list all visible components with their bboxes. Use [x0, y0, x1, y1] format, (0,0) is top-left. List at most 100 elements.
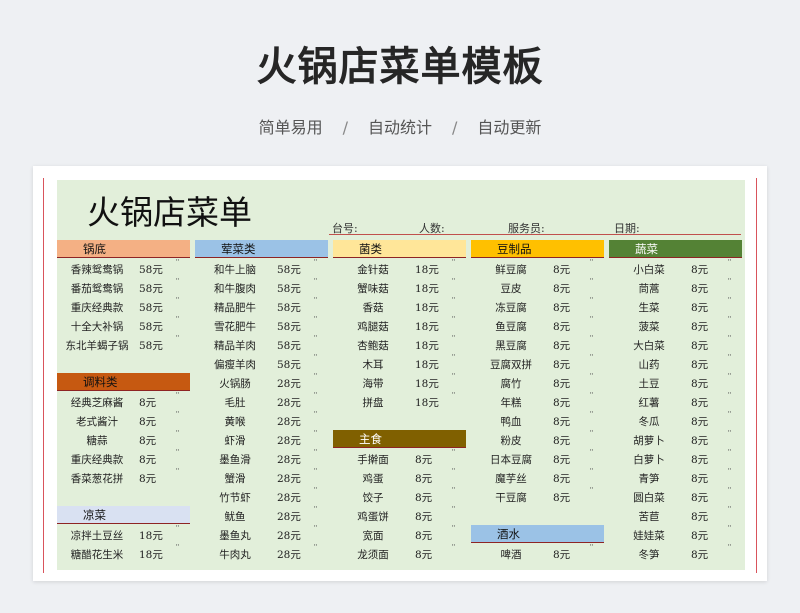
- order-mark[interactable]: ¨: [589, 449, 594, 460]
- order-mark[interactable]: ¨: [313, 544, 318, 555]
- order-mark[interactable]: ¨: [451, 373, 456, 384]
- menu-item-row: 饺子 8元 ¨: [333, 487, 466, 506]
- order-mark[interactable]: ¨: [313, 411, 318, 422]
- menu-item-name: 腐竹: [500, 378, 522, 390]
- menu-item-name: 墨鱼滑: [219, 454, 251, 466]
- order-mark[interactable]: ¨: [451, 506, 456, 517]
- order-mark[interactable]: ¨: [589, 430, 594, 441]
- category-header: 蔬菜: [609, 240, 742, 258]
- order-mark[interactable]: ¨: [589, 354, 594, 365]
- menu-item-price: 8元: [691, 378, 709, 390]
- tag-auto-update: 自动更新: [477, 118, 542, 137]
- order-mark[interactable]: ¨: [313, 278, 318, 289]
- order-mark[interactable]: ¨: [313, 468, 318, 479]
- menu-item-price: 8元: [691, 283, 709, 295]
- order-mark[interactable]: ¨: [589, 373, 594, 384]
- order-mark[interactable]: ¨: [313, 487, 318, 498]
- order-mark[interactable]: ¨: [313, 297, 318, 308]
- menu-item-price: 58元: [139, 302, 163, 314]
- order-mark[interactable]: ¨: [451, 525, 456, 536]
- order-mark[interactable]: ¨: [727, 392, 732, 403]
- order-mark[interactable]: ¨: [727, 373, 732, 384]
- order-mark[interactable]: ¨: [451, 278, 456, 289]
- order-mark[interactable]: ¨: [313, 449, 318, 460]
- menu-item-name: 杏鲍菇: [357, 340, 389, 352]
- order-mark[interactable]: ¨: [313, 335, 318, 346]
- order-mark[interactable]: ¨: [175, 297, 180, 308]
- menu-item-name: 豆皮: [500, 283, 522, 295]
- order-mark[interactable]: ¨: [727, 411, 732, 422]
- order-mark[interactable]: ¨: [175, 316, 180, 327]
- order-mark[interactable]: ¨: [451, 335, 456, 346]
- order-mark[interactable]: ¨: [313, 506, 318, 517]
- order-mark[interactable]: ¨: [727, 449, 732, 460]
- order-mark[interactable]: ¨: [451, 544, 456, 555]
- order-mark[interactable]: ¨: [175, 392, 180, 403]
- menu-item-name: 冬瓜: [638, 416, 660, 428]
- order-mark[interactable]: ¨: [313, 259, 318, 270]
- order-mark[interactable]: ¨: [589, 468, 594, 479]
- menu-item-row: 豆皮 8元 ¨: [471, 278, 604, 297]
- order-mark[interactable]: ¨: [727, 316, 732, 327]
- order-mark[interactable]: ¨: [589, 259, 594, 270]
- menu-item-name: 精品肥牛: [214, 302, 256, 314]
- menu-item-row: 魔芋丝 8元 ¨: [471, 468, 604, 487]
- order-mark[interactable]: ¨: [175, 449, 180, 460]
- order-mark[interactable]: ¨: [727, 506, 732, 517]
- order-mark[interactable]: ¨: [313, 316, 318, 327]
- menu-item-price: 28元: [277, 473, 301, 485]
- order-mark[interactable]: ¨: [313, 392, 318, 403]
- order-mark[interactable]: ¨: [451, 392, 456, 403]
- order-mark[interactable]: ¨: [589, 278, 594, 289]
- menu-item-row: 金针菇 18元 ¨: [333, 259, 466, 278]
- order-mark[interactable]: ¨: [589, 335, 594, 346]
- order-mark[interactable]: ¨: [727, 487, 732, 498]
- order-mark[interactable]: ¨: [589, 544, 594, 555]
- order-mark[interactable]: ¨: [175, 278, 180, 289]
- order-mark[interactable]: ¨: [589, 487, 594, 498]
- order-mark[interactable]: ¨: [175, 335, 180, 346]
- menu-item-name: 大白菜: [633, 340, 665, 352]
- order-mark[interactable]: ¨: [727, 430, 732, 441]
- order-mark[interactable]: ¨: [727, 335, 732, 346]
- order-mark[interactable]: ¨: [727, 468, 732, 479]
- order-mark[interactable]: ¨: [451, 297, 456, 308]
- order-mark[interactable]: ¨: [727, 297, 732, 308]
- order-mark[interactable]: ¨: [727, 544, 732, 555]
- menu-item-row: 精品肥牛 58元 ¨: [195, 297, 328, 316]
- order-mark[interactable]: ¨: [727, 259, 732, 270]
- order-mark[interactable]: ¨: [589, 411, 594, 422]
- order-mark[interactable]: ¨: [451, 354, 456, 365]
- order-mark[interactable]: ¨: [727, 278, 732, 289]
- menu-item-name: 拼盘: [362, 397, 384, 409]
- order-mark[interactable]: ¨: [175, 544, 180, 555]
- menu-item-name: 雪花肥牛: [214, 321, 256, 333]
- order-mark[interactable]: ¨: [589, 316, 594, 327]
- order-mark[interactable]: ¨: [589, 297, 594, 308]
- menu-item-price: 18元: [415, 302, 439, 314]
- order-mark[interactable]: ¨: [451, 316, 456, 327]
- order-mark[interactable]: ¨: [313, 525, 318, 536]
- order-mark[interactable]: ¨: [313, 373, 318, 384]
- order-mark[interactable]: ¨: [313, 430, 318, 441]
- menu-item-row: 苦苣 8元 ¨: [609, 506, 742, 525]
- menu-item-row: 胡萝卜 8元 ¨: [609, 430, 742, 449]
- order-mark[interactable]: ¨: [313, 354, 318, 365]
- menu-item-price: 28元: [277, 530, 301, 542]
- menu-item-name: 小白菜: [633, 264, 665, 276]
- order-mark[interactable]: ¨: [451, 468, 456, 479]
- order-mark[interactable]: ¨: [727, 525, 732, 536]
- order-mark[interactable]: ¨: [175, 259, 180, 270]
- order-mark[interactable]: ¨: [451, 449, 456, 460]
- menu-item-price: 18元: [415, 321, 439, 333]
- category-header: 主食: [333, 430, 466, 448]
- order-mark[interactable]: ¨: [175, 468, 180, 479]
- menu-item-row: 腐竹 8元 ¨: [471, 373, 604, 392]
- order-mark[interactable]: ¨: [727, 354, 732, 365]
- order-mark[interactable]: ¨: [175, 411, 180, 422]
- order-mark[interactable]: ¨: [589, 392, 594, 403]
- order-mark[interactable]: ¨: [175, 525, 180, 536]
- order-mark[interactable]: ¨: [451, 487, 456, 498]
- order-mark[interactable]: ¨: [175, 430, 180, 441]
- order-mark[interactable]: ¨: [451, 259, 456, 270]
